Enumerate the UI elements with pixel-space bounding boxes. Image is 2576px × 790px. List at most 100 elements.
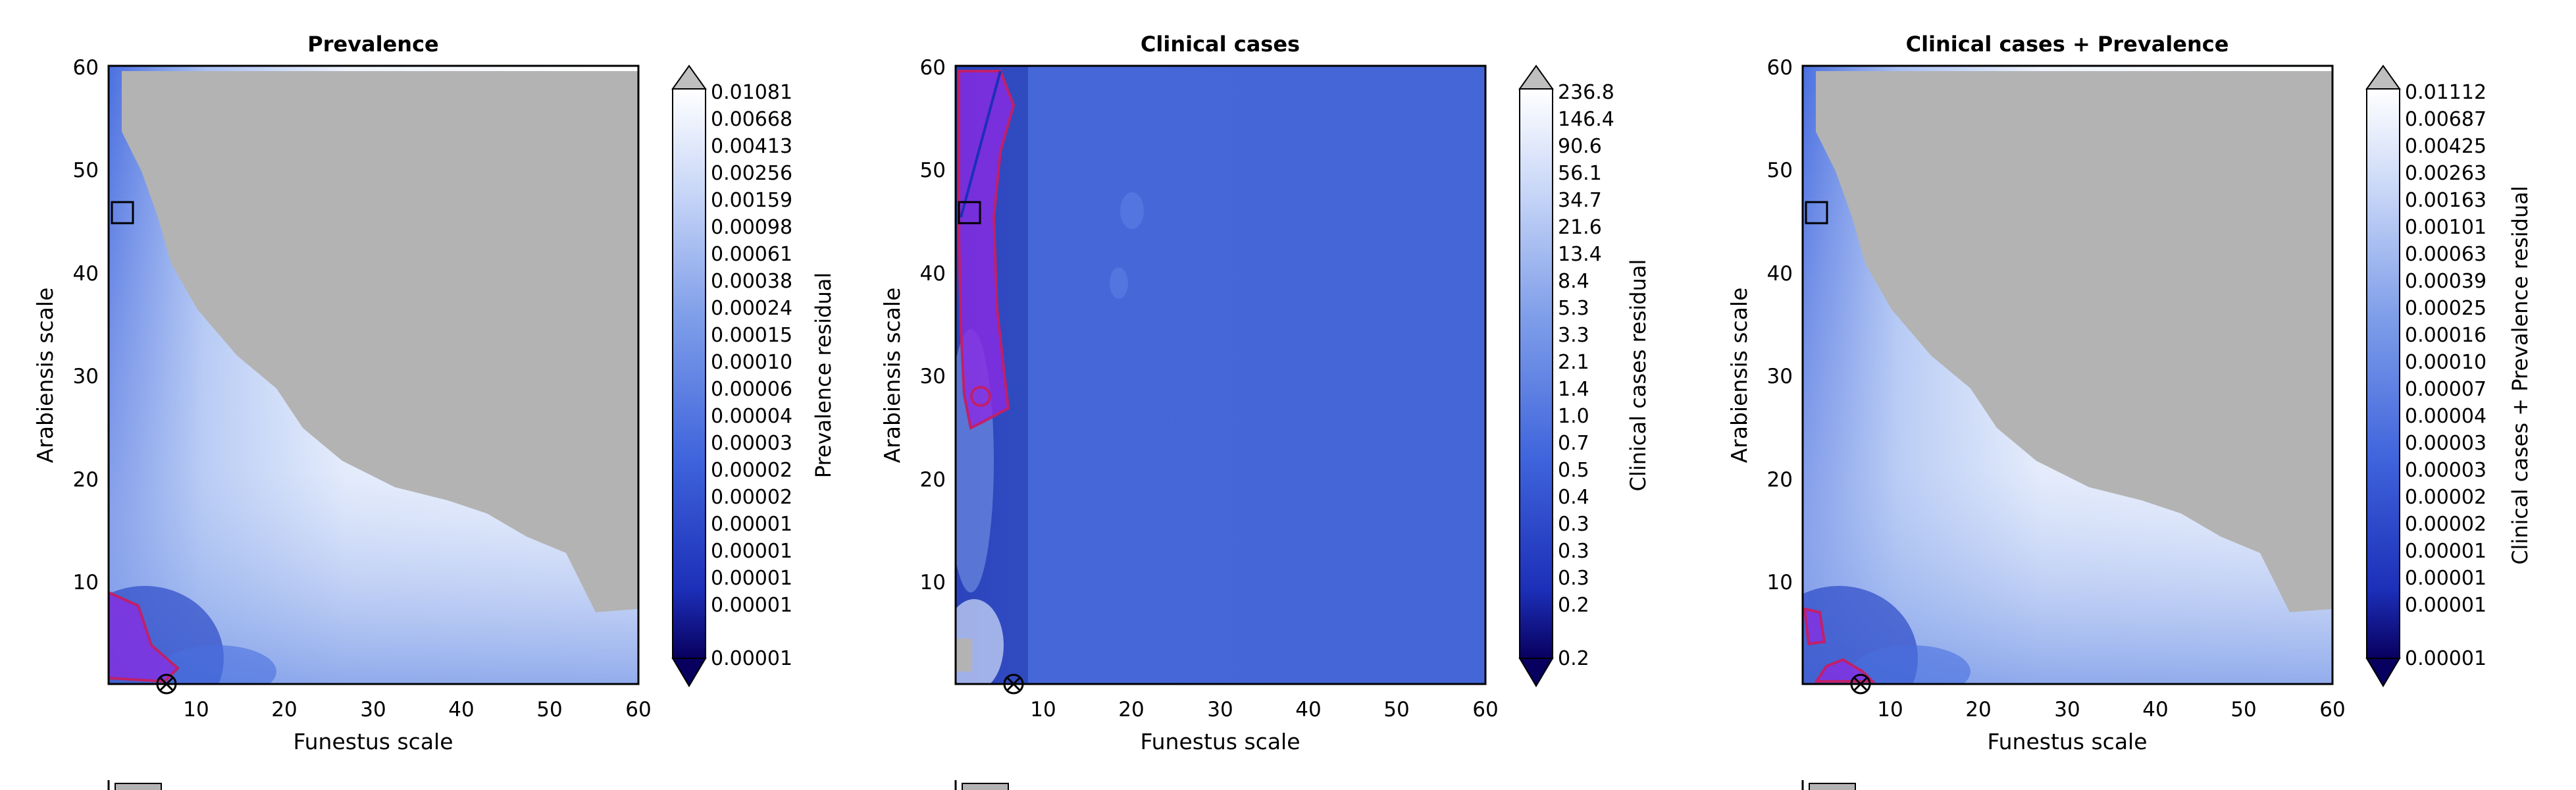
colorbar-prevalence: 0.01081 0.00668 0.00413 0.00256 0.00159 … — [671, 65, 836, 687]
y-axis-label: Arabiensis scale — [1726, 288, 1752, 463]
plot-frame — [954, 65, 1487, 685]
square-marker — [111, 201, 134, 224]
colorbar-tick-label: 0.00039 — [2405, 270, 2486, 293]
x-axis-label: Funestus scale — [1987, 729, 2147, 754]
y-tick-label: 60 — [1767, 56, 1793, 80]
x-tick-label: 40 — [2142, 698, 2168, 722]
colorbar-tick-label: 0.00687 — [2405, 108, 2486, 131]
colorbar-tick-label: 0.00159 — [711, 189, 792, 212]
x-tick-label: 60 — [625, 698, 651, 722]
colorbar-tick-label: 5.3 — [1558, 297, 1589, 320]
colorbar-tick-label: 0.7 — [1558, 432, 1589, 455]
colorbar-tick-label: 56.1 — [1558, 162, 1602, 185]
colorbar-extend-top — [2365, 65, 2401, 90]
colorbar-tick-label: 0.00004 — [2405, 405, 2486, 428]
y-axis: 10 20 30 40 50 60 Arabiensis scale — [32, 56, 99, 594]
colorbar-tick-label: 8.4 — [1558, 270, 1589, 293]
colorbar-tick-labels: 0.01081 0.00668 0.00413 0.00256 0.00159 … — [711, 81, 792, 670]
y-axis-label: Arabiensis scale — [879, 288, 905, 463]
chart-title: Prevalence — [307, 32, 439, 57]
y-tick-label: 10 — [920, 571, 946, 594]
colorbar-tick-labels: 0.01112 0.00687 0.00425 0.00263 0.00163 … — [2405, 81, 2486, 670]
x-axis: 10 20 30 40 50 60 Funestus scale — [1877, 698, 2345, 754]
colorbar-tick-label: 0.00425 — [2405, 135, 2486, 158]
square-marker — [1805, 201, 1828, 224]
colorbar-tick-label: 146.4 — [1558, 108, 1614, 131]
x-tick-label: 10 — [1877, 698, 1903, 722]
x-tick-label: 20 — [271, 698, 297, 722]
colorbar-tick-label: 0.00016 — [2405, 324, 2486, 347]
colorbar-tick-label: 0.00256 — [711, 162, 792, 185]
colorbar-tick-label: 0.00163 — [2405, 189, 2486, 212]
colorbar-tick-label: 0.3 — [1558, 513, 1589, 536]
plot-frame — [107, 65, 640, 685]
best-fit-marker — [156, 673, 177, 695]
colorbar-tick-label: 0.3 — [1558, 567, 1589, 590]
colorbar-tick-label: 0.00002 — [2405, 486, 2486, 509]
x-tick-label: 50 — [536, 698, 562, 722]
x-tick-label: 40 — [1295, 698, 1321, 722]
legend-fragments — [107, 780, 1856, 790]
colorbar-extend-bottom — [1518, 658, 1554, 687]
best-fit-marker — [1850, 673, 1871, 695]
colorbar-extend-bottom — [2365, 658, 2401, 687]
colorbar-extend-bottom — [671, 658, 707, 687]
panel-prevalence: Prevalence 10 20 30 40 50 60 Funestus sc… — [32, 32, 836, 754]
y-tick-label: 10 — [1767, 571, 1793, 594]
colorbar-tick-label: 0.00063 — [2405, 243, 2486, 266]
colorbar-tick-label: 0.00001 — [711, 540, 792, 563]
y-axis: 10 20 30 40 50 60 Arabiensis scale — [879, 56, 946, 594]
colorbar-tick-label: 0.00003 — [2405, 459, 2486, 482]
colorbar-combined: 0.01112 0.00687 0.00425 0.00263 0.00163 … — [2365, 65, 2533, 687]
colorbar-tick-label: 0.00004 — [711, 405, 792, 428]
x-tick-label: 50 — [1383, 698, 1409, 722]
colorbar-tick-label: 0.00002 — [711, 459, 792, 482]
colorbar-tick-label: 0.00010 — [711, 351, 792, 374]
colorbar-tick-label: 0.2 — [1558, 647, 1589, 670]
y-tick-label: 60 — [920, 56, 946, 80]
colorbar-tick-label: 0.00024 — [711, 297, 792, 320]
colorbar-tick-label: 0.00001 — [711, 567, 792, 590]
x-tick-label: 60 — [2319, 698, 2345, 722]
y-tick-label: 10 — [73, 571, 99, 594]
colorbar-tick-label: 0.00002 — [711, 486, 792, 509]
colorbar-tick-label: 0.00007 — [2405, 378, 2486, 401]
y-tick-label: 50 — [73, 159, 99, 182]
colorbar-tick-label: 0.01112 — [2405, 81, 2486, 104]
heatmap-combined — [1803, 66, 2332, 684]
y-tick-label: 20 — [920, 468, 946, 492]
colorbar-tick-label: 0.00413 — [711, 135, 792, 158]
colorbar-tick-label: 0.00038 — [711, 270, 792, 293]
square-marker — [958, 201, 981, 224]
y-axis: 10 20 30 40 50 60 Arabiensis scale — [1726, 56, 1793, 594]
y-tick-label: 50 — [1767, 159, 1793, 182]
x-axis: 10 20 30 40 50 60 Funestus scale — [1030, 698, 1498, 754]
colorbar-tick-labels: 236.8 146.4 90.6 56.1 34.7 21.6 13.4 8.4… — [1558, 81, 1614, 670]
x-axis-label: Funestus scale — [293, 729, 453, 754]
x-axis-label: Funestus scale — [1140, 729, 1300, 754]
y-tick-label: 30 — [73, 365, 99, 388]
colorbar-tick-label: 34.7 — [1558, 189, 1602, 212]
masked-region — [122, 71, 638, 612]
x-tick-label: 40 — [448, 698, 474, 722]
colorbar-tick-label: 0.00001 — [711, 513, 792, 536]
colorbar-tick-label: 0.00001 — [2405, 594, 2486, 617]
colorbar-tick-label: 3.3 — [1558, 324, 1589, 347]
x-tick-label: 20 — [1965, 698, 1991, 722]
colorbar-tick-label: 236.8 — [1558, 81, 1614, 104]
best-fit-contour — [1803, 607, 1826, 646]
x-tick-label: 10 — [1030, 698, 1056, 722]
colorbar-label: Clinical cases + Prevalence residual — [2508, 186, 2533, 564]
colorbar-label: Prevalence residual — [811, 273, 836, 479]
best-fit-marker — [1003, 673, 1024, 695]
y-axis-label: Arabiensis scale — [32, 288, 58, 463]
masked-region — [1816, 71, 2332, 612]
colorbar-tick-label: 0.00001 — [711, 647, 792, 670]
colorbar-tick-label: 0.00001 — [2405, 567, 2486, 590]
x-tick-label: 10 — [183, 698, 209, 722]
panel-clinical-cases-plus-prevalence: Clinical cases + Prevalence 10 20 30 40 … — [1726, 32, 2533, 754]
chart-title: Clinical cases + Prevalence — [1906, 32, 2229, 57]
colorbar-tick-label: 0.2 — [1558, 594, 1589, 617]
y-tick-label: 50 — [920, 159, 946, 182]
